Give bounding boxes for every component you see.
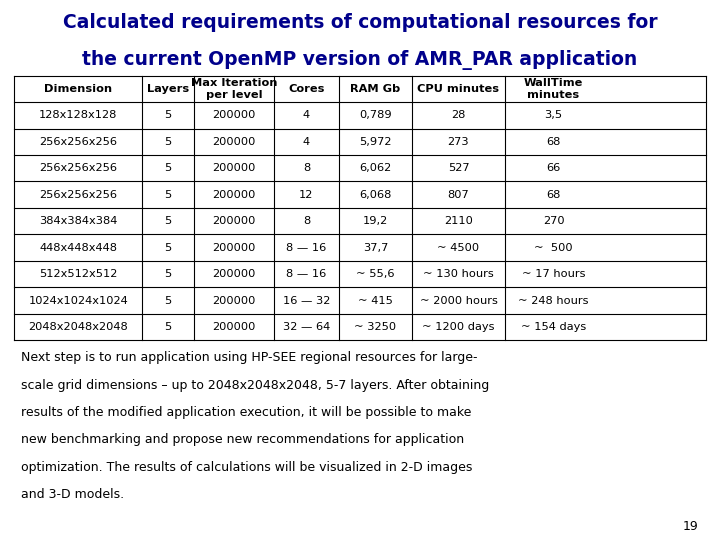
Text: 200000: 200000 [212,242,256,253]
Text: 5: 5 [165,242,172,253]
Text: 200000: 200000 [212,137,256,147]
Text: 6,068: 6,068 [359,190,392,200]
Text: scale grid dimensions – up to 2048x2048x2048, 5-7 layers. After obtaining: scale grid dimensions – up to 2048x2048x… [22,379,490,392]
Text: optimization. The results of calculations will be visualized in 2-D images: optimization. The results of calculation… [22,461,473,474]
Text: 512x512x512: 512x512x512 [39,269,117,279]
Text: Next step is to run application using HP-SEE regional resources for large-: Next step is to run application using HP… [22,352,478,365]
Text: 256x256x256: 256x256x256 [40,163,117,173]
Text: 200000: 200000 [212,190,256,200]
Text: RAM Gb: RAM Gb [351,84,400,94]
Text: 5: 5 [165,110,172,120]
Text: CPU minutes: CPU minutes [418,84,500,94]
Text: 5: 5 [165,216,172,226]
Text: Cores: Cores [288,84,325,94]
Text: 256x256x256: 256x256x256 [40,190,117,200]
Text: new benchmarking and propose new recommendations for application: new benchmarking and propose new recomme… [22,434,464,447]
Text: 200000: 200000 [212,322,256,332]
Text: Layers: Layers [147,84,189,94]
Text: ~ 3250: ~ 3250 [354,322,397,332]
Text: Calculated requirements of computational resources for: Calculated requirements of computational… [63,13,657,32]
Text: 200000: 200000 [212,295,256,306]
Text: 273: 273 [448,137,469,147]
Text: 8 — 16: 8 — 16 [287,242,327,253]
Text: ~ 2000 hours: ~ 2000 hours [420,295,498,306]
Text: ~ 55,6: ~ 55,6 [356,269,395,279]
Text: 5: 5 [165,163,172,173]
Text: 8 — 16: 8 — 16 [287,269,327,279]
Text: 200000: 200000 [212,269,256,279]
Text: 2048x2048x2048: 2048x2048x2048 [29,322,128,332]
Text: 270: 270 [543,216,564,226]
Text: 4: 4 [303,110,310,120]
Text: ~ 130 hours: ~ 130 hours [423,269,494,279]
Text: results of the modified application execution, it will be possible to make: results of the modified application exec… [22,406,472,419]
Text: and 3-D models.: and 3-D models. [22,488,125,501]
Text: 3,5: 3,5 [544,110,562,120]
Text: 384x384x384: 384x384x384 [39,216,117,226]
Text: 6,062: 6,062 [359,163,392,173]
Text: 5: 5 [165,295,172,306]
Text: 5: 5 [165,190,172,200]
Text: 5: 5 [165,137,172,147]
Text: 256x256x256: 256x256x256 [40,137,117,147]
Text: 2110: 2110 [444,216,473,226]
Text: ~ 17 hours: ~ 17 hours [522,269,585,279]
Text: 527: 527 [448,163,469,173]
Text: 8: 8 [303,216,310,226]
Text: 0,789: 0,789 [359,110,392,120]
Text: ~ 1200 days: ~ 1200 days [422,322,495,332]
Text: ~ 154 days: ~ 154 days [521,322,586,332]
Text: ~  500: ~ 500 [534,242,573,253]
Text: 200000: 200000 [212,163,256,173]
Text: 448x448x448: 448x448x448 [40,242,117,253]
Text: 28: 28 [451,110,466,120]
Text: Dimension: Dimension [44,84,112,94]
Text: 4: 4 [303,137,310,147]
Text: 5: 5 [165,269,172,279]
Text: 807: 807 [448,190,469,200]
Text: 66: 66 [546,163,561,173]
Text: 32 — 64: 32 — 64 [283,322,330,332]
Text: 16 — 32: 16 — 32 [283,295,330,306]
Text: 19: 19 [683,519,698,532]
Text: 37,7: 37,7 [363,242,388,253]
Text: ~ 248 hours: ~ 248 hours [518,295,589,306]
Text: 68: 68 [546,137,561,147]
Text: 200000: 200000 [212,110,256,120]
Text: 5: 5 [165,322,172,332]
Text: 5,972: 5,972 [359,137,392,147]
Text: ~ 415: ~ 415 [358,295,393,306]
Text: 68: 68 [546,190,561,200]
Text: 12: 12 [300,190,314,200]
Text: 128x128x128: 128x128x128 [39,110,117,120]
Text: 200000: 200000 [212,216,256,226]
Text: the current OpenMP version of AMR_PAR application: the current OpenMP version of AMR_PAR ap… [82,50,638,70]
Text: WallTime
minutes: WallTime minutes [524,78,583,100]
Text: Max Iteration
per level: Max Iteration per level [191,78,277,100]
Text: 8: 8 [303,163,310,173]
Text: 19,2: 19,2 [363,216,388,226]
Text: 1024x1024x1024: 1024x1024x1024 [29,295,128,306]
Text: ~ 4500: ~ 4500 [438,242,480,253]
